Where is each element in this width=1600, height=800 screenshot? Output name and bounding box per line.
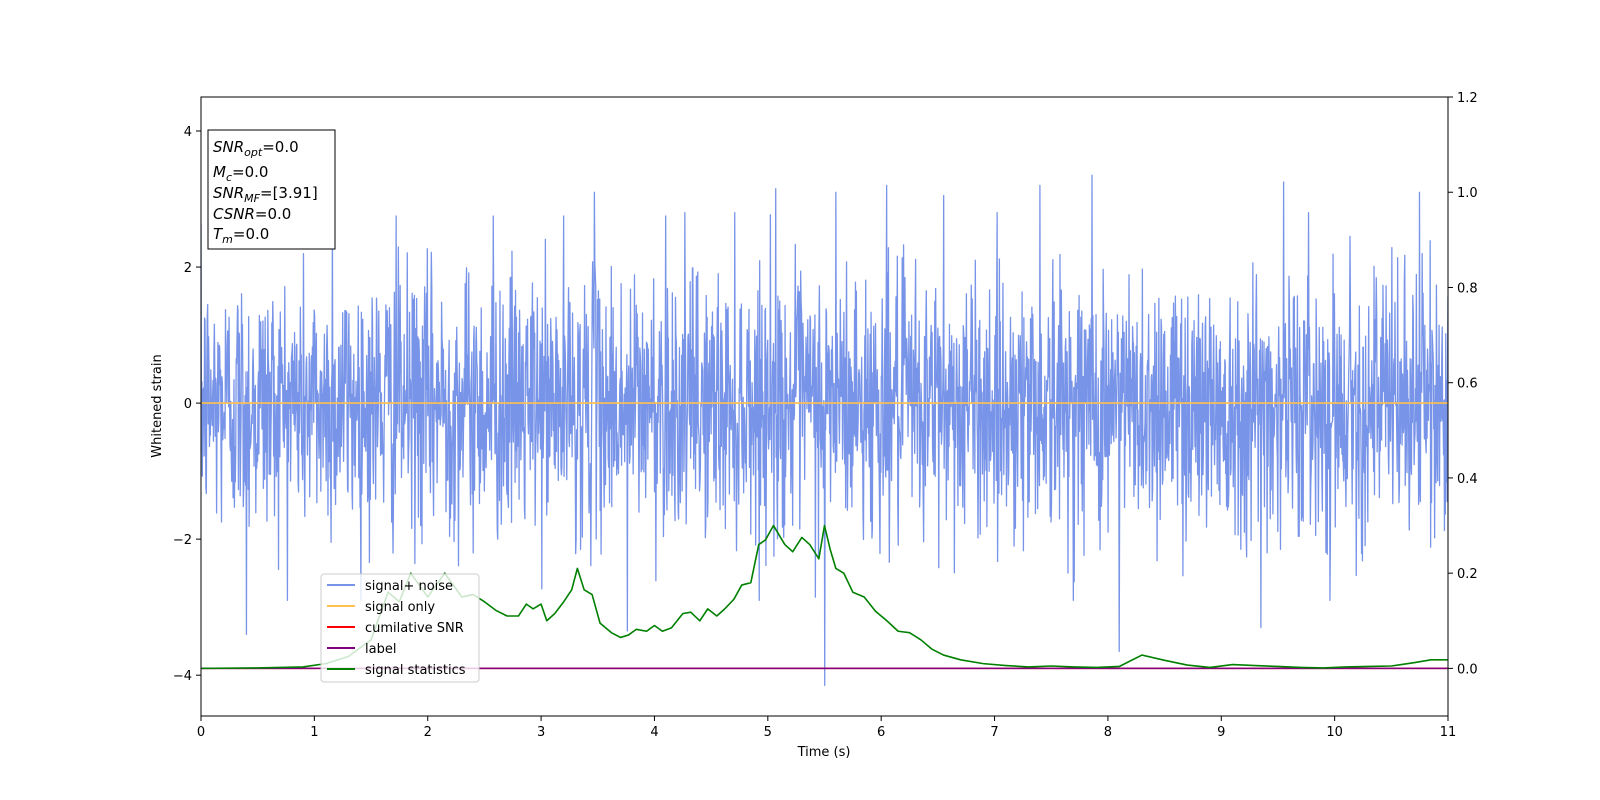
x-axis-title: Time (s) [797, 745, 851, 760]
y-right-tick-label: 0.8 [1457, 281, 1478, 296]
annotation-line: Mc=0.0 [213, 163, 268, 184]
legend-label: signal only [365, 600, 435, 615]
y-left-tick-label: −2 [173, 533, 192, 548]
legend-label: signal+ noise [365, 579, 453, 594]
y-right-tick-label: 1.0 [1457, 186, 1478, 201]
legend: signal+ noise signal only cumilative SNR la… [320, 573, 480, 683]
y-left-tick-label: 0 [184, 397, 192, 412]
series-line-signal-statistics [201, 524, 1448, 670]
y-axis-left: −4 −2 0 2 4 [173, 125, 201, 684]
x-tick-label: 0 [197, 725, 205, 740]
legend-label: label [365, 642, 396, 657]
y-right-tick-label: 0.4 [1457, 472, 1478, 487]
x-tick-label: 8 [1104, 725, 1112, 740]
x-tick-label: 6 [877, 725, 885, 740]
legend-label: cumilative SNR [365, 621, 464, 636]
x-tick-label: 11 [1440, 725, 1457, 740]
x-tick-label: 9 [1217, 725, 1225, 740]
x-tick-label: 2 [424, 725, 432, 740]
x-tick-label: 4 [650, 725, 658, 740]
y-right-tick-label: 0.0 [1457, 662, 1478, 677]
y-right-tick-label: 1.2 [1457, 91, 1478, 106]
y-left-tick-label: 2 [184, 261, 192, 276]
x-tick-label: 1 [310, 725, 318, 740]
y-left-tick-label: 4 [184, 125, 192, 140]
x-tick-label: 10 [1326, 725, 1343, 740]
annotation-line: SNRMF=[3.91] [213, 184, 318, 205]
plot-frame [200, 96, 1449, 717]
legend-label: signal statistics [365, 663, 466, 678]
annotation-frame [207, 129, 336, 250]
x-tick-label: 5 [764, 725, 772, 740]
annotation-line: SNRopt=0.0 [213, 138, 299, 159]
x-tick-label: 3 [537, 725, 545, 740]
series-line-signal-noise [201, 174, 1448, 687]
y-right-tick-label: 0.6 [1457, 377, 1478, 392]
x-tick-label: 7 [990, 725, 998, 740]
y-left-tick-label: −4 [173, 669, 192, 684]
annotation-line: CSNR=0.0 [213, 205, 291, 223]
y-right-tick-label: 0.2 [1457, 567, 1478, 582]
x-axis: 0 1 2 3 4 5 6 7 8 9 10 11 [197, 716, 1456, 740]
y-axis-title: Whitened strain [150, 354, 165, 457]
legend-frame [320, 573, 480, 683]
annotation-line: Tm=0.0 [213, 225, 269, 246]
y-axis-right: 0.0 0.2 0.4 0.6 0.8 1.0 1.2 [1448, 91, 1478, 677]
